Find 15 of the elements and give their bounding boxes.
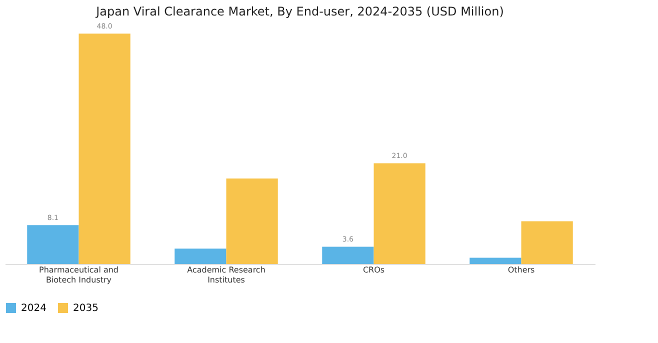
bar [322, 246, 374, 264]
bar [27, 225, 79, 264]
chart-title: Japan Viral Clearance Market, By End-user, 2024-2035 (USD Million) [95, 4, 504, 19]
legend-label: 2024 [21, 303, 46, 314]
bar [470, 258, 522, 264]
x-tick-label: Others [508, 266, 535, 274]
bar [78, 34, 130, 264]
x-tick-label: CROs [362, 266, 385, 274]
bar [521, 221, 573, 264]
bar [226, 178, 278, 264]
x-tick-label: Pharmaceutical and Biotech Industry [38, 266, 119, 284]
bar [174, 248, 226, 264]
bar [374, 163, 426, 264]
x-tick-label: Academic Research Institutes [187, 266, 266, 284]
legend-label: 2035 [73, 303, 98, 314]
